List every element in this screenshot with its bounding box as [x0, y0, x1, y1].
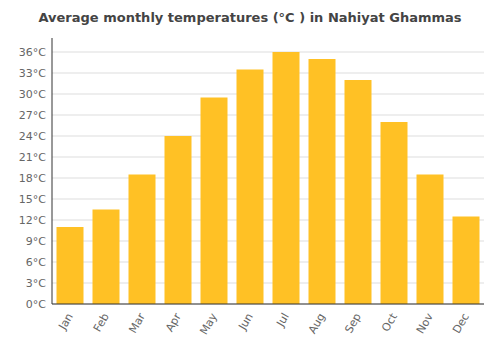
y-tick-label: 15°C	[19, 193, 46, 206]
chart-title: Average monthly temperatures (°C ) in Na…	[38, 10, 461, 25]
grid	[52, 52, 484, 304]
x-tick-label: Apr	[163, 311, 184, 334]
x-tick-label: May	[197, 311, 220, 338]
x-tick-label: Jan	[56, 311, 76, 333]
x-tick-label: Sep	[342, 311, 364, 335]
x-tick-label: Nov	[414, 311, 436, 337]
y-tick-label: 21°C	[19, 151, 46, 164]
bar	[93, 210, 120, 305]
x-tick-label: Jul	[274, 311, 292, 330]
bar	[273, 52, 300, 304]
y-tick-label: 24°C	[19, 130, 46, 143]
x-tick-label: Feb	[91, 311, 112, 334]
bar	[345, 80, 372, 304]
x-tick-label: Jun	[236, 311, 256, 333]
x-tick-label: Mar	[126, 311, 148, 336]
bar	[309, 59, 336, 304]
bar	[165, 136, 192, 304]
grid-line	[52, 52, 484, 53]
y-tick-label: 6°C	[26, 256, 46, 269]
y-tick-label: 18°C	[19, 172, 46, 185]
y-tick-label: 33°C	[19, 67, 46, 80]
y-tick-label: 27°C	[19, 109, 46, 122]
grid-line	[52, 157, 484, 158]
bar	[417, 175, 444, 305]
y-tick-label: 36°C	[19, 46, 46, 59]
grid-line	[52, 304, 484, 305]
bar	[453, 217, 480, 305]
y-tick-label: 12°C	[19, 214, 46, 227]
x-tick-label: Oct	[379, 310, 400, 334]
chart-container: Average monthly temperatures (°C ) in Na…	[0, 0, 500, 350]
x-tick-label: Dec	[450, 311, 472, 336]
bar	[57, 227, 84, 304]
y-tick-label: 9°C	[26, 235, 46, 248]
bar	[201, 98, 228, 305]
grid-line	[52, 115, 484, 116]
y-tick-label: 0°C	[26, 298, 46, 311]
y-tick-label: 3°C	[26, 277, 46, 290]
grid-line	[52, 73, 484, 74]
x-axis-line	[52, 304, 484, 305]
bar	[237, 70, 264, 305]
x-tick-label: Aug	[306, 311, 328, 336]
bar	[129, 175, 156, 305]
y-axis-line	[52, 38, 53, 304]
y-tick-label: 30°C	[19, 88, 46, 101]
grid-line	[52, 94, 484, 95]
grid-line	[52, 136, 484, 137]
bar	[381, 122, 408, 304]
bars	[57, 52, 480, 304]
chart-svg: Average monthly temperatures (°C ) in Na…	[0, 0, 500, 350]
